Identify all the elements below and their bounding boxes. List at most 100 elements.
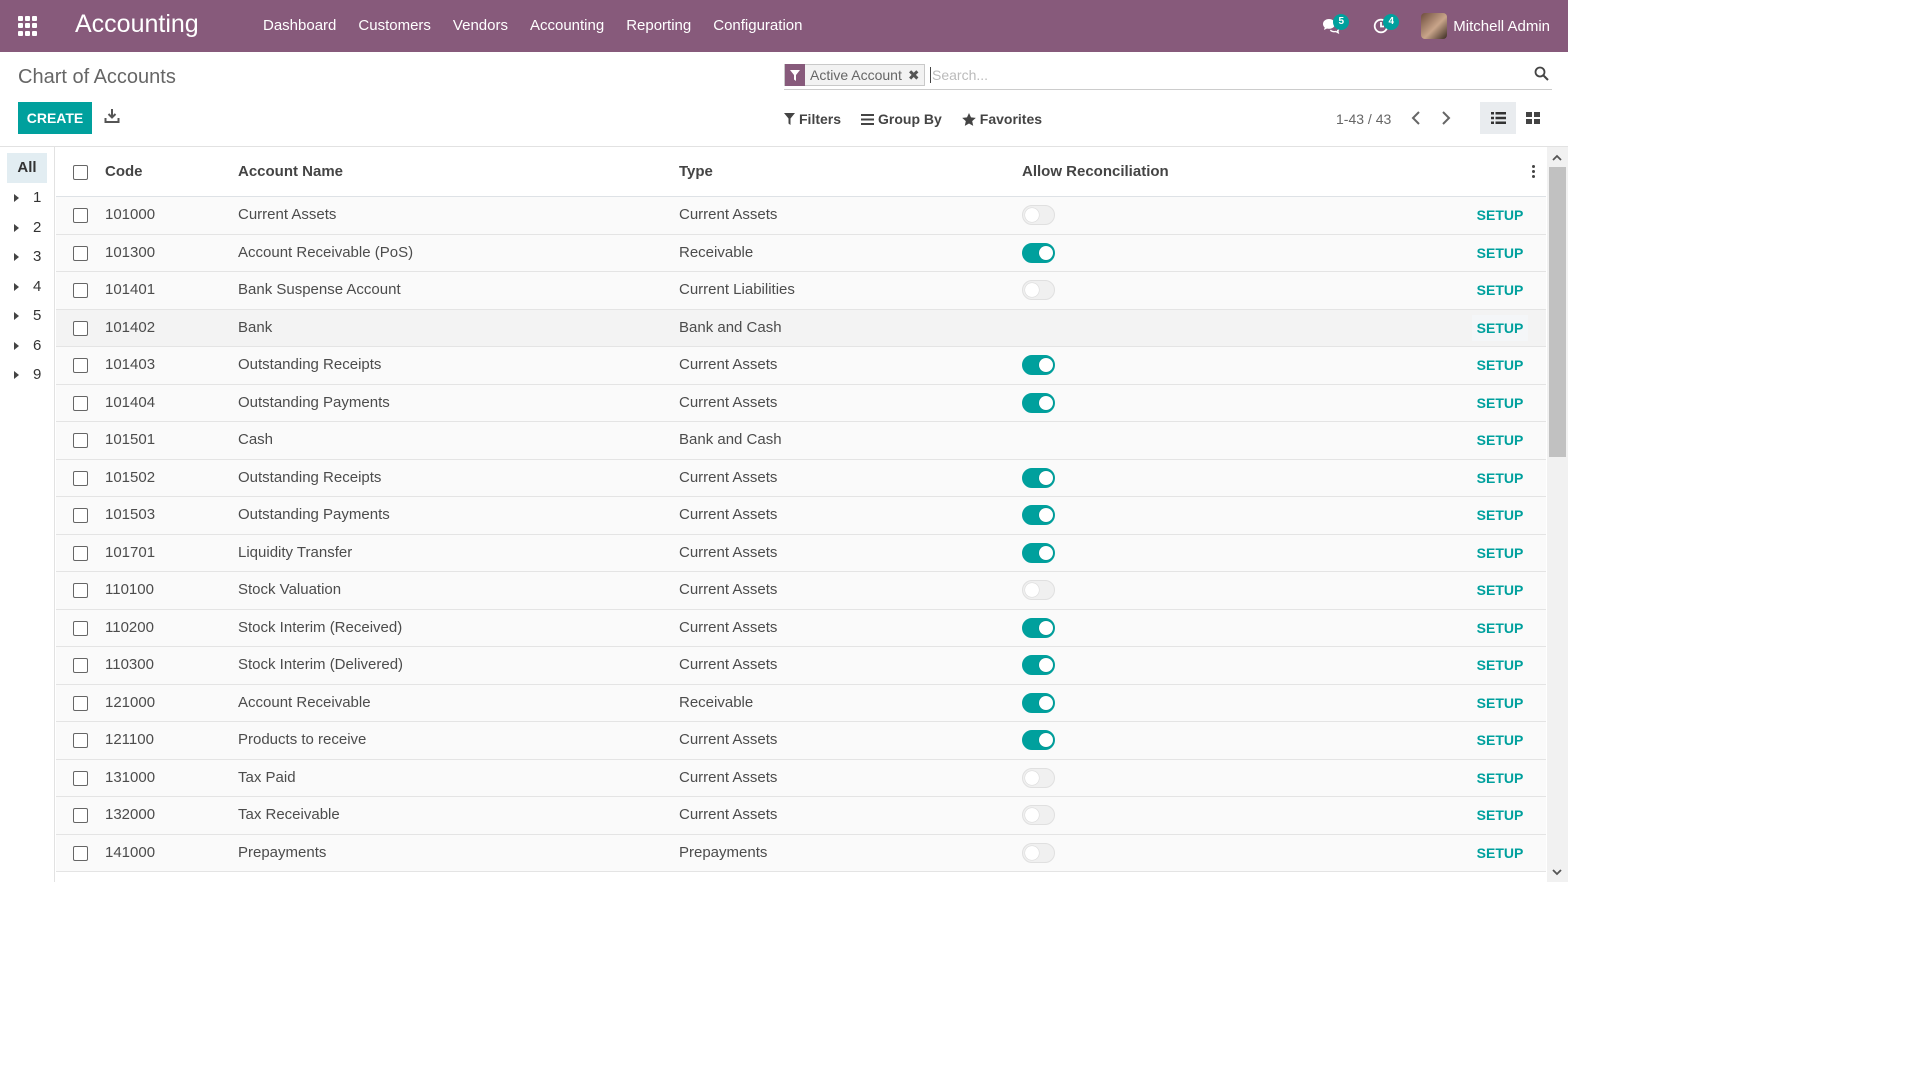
search-panel-group-9[interactable]: 9	[12, 365, 48, 385]
reconcile-toggle[interactable]	[1022, 692, 1055, 713]
table-row[interactable]: 101404 Outstanding Payments Current Assets…	[56, 384, 1546, 422]
table-row[interactable]: 101300 Account Receivable (PoS) Receivable…	[56, 234, 1546, 272]
menu-item-customers[interactable]: Customers	[358, 17, 431, 34]
reconcile-toggle[interactable]	[1022, 730, 1055, 750]
setup-button[interactable]: SETUP	[1476, 657, 1524, 673]
row-checkbox[interactable]	[73, 620, 88, 636]
reconcile-toggle[interactable]	[1022, 467, 1055, 488]
setup-button[interactable]: SETUP	[1476, 394, 1524, 411]
filters-dropdown[interactable]: Filters	[784, 108, 841, 130]
reconcile-toggle[interactable]	[1022, 505, 1055, 525]
table-row[interactable]: 132000 Tax Receivable Current Assets SETUP	[56, 797, 1546, 835]
search-panel-all[interactable]: All	[7, 153, 47, 183]
search-panel-group-1[interactable]: 1	[12, 188, 48, 208]
list-view-button[interactable]	[1480, 102, 1516, 134]
row-checkbox[interactable]	[73, 545, 88, 561]
table-row[interactable]: 101502 Outstanding Receipts Current Assets…	[56, 459, 1546, 497]
reconcile-toggle[interactable]	[1022, 767, 1055, 788]
scroll-down-icon[interactable]	[1551, 866, 1563, 878]
reconcile-toggle[interactable]	[1022, 805, 1055, 825]
table-row[interactable]: 110300 Stock Interim (Delivered) Current A…	[56, 647, 1546, 685]
setup-button[interactable]: SETUP	[1476, 432, 1524, 448]
search-icon[interactable]	[1534, 66, 1550, 82]
pager-next-button[interactable]	[1436, 108, 1456, 128]
search-panel-group-2[interactable]: 2	[12, 218, 48, 238]
pager-value[interactable]: 1-43 / 43	[1336, 111, 1392, 127]
header-code[interactable]: Code	[105, 163, 143, 180]
table-row[interactable]: 101402 Bank Bank and Cash SETUP	[56, 309, 1546, 347]
kanban-view-button[interactable]	[1516, 102, 1550, 134]
setup-button[interactable]: SETUP	[1476, 807, 1524, 823]
download-icon[interactable]	[104, 108, 122, 126]
row-checkbox[interactable]	[73, 395, 88, 411]
reconcile-toggle[interactable]	[1022, 842, 1055, 863]
row-checkbox[interactable]	[73, 770, 88, 786]
menu-item-reporting[interactable]: Reporting	[626, 17, 692, 34]
create-button[interactable]: CREATE	[18, 102, 92, 134]
table-row[interactable]: 101701 Liquidity Transfer Current Assets SE…	[56, 534, 1546, 572]
setup-button[interactable]: SETUP	[1476, 469, 1524, 486]
row-checkbox[interactable]	[73, 358, 88, 373]
setup-button[interactable]: SETUP	[1476, 507, 1524, 523]
search-input[interactable]	[932, 64, 1512, 86]
menu-item-dashboard[interactable]: Dashboard	[263, 17, 337, 34]
table-row[interactable]: 110100 Stock Valuation Current Assets SETUP	[56, 572, 1546, 610]
reconcile-toggle[interactable]	[1022, 392, 1055, 413]
setup-button[interactable]: SETUP	[1476, 244, 1524, 261]
search-panel-group-5[interactable]: 5	[12, 306, 48, 326]
setup-button[interactable]: SETUP	[1476, 769, 1524, 786]
header-account-name[interactable]: Account Name	[238, 163, 344, 180]
reconcile-toggle[interactable]	[1022, 242, 1055, 263]
table-row[interactable]: 101403 Outstanding Receipts Current Assets…	[56, 347, 1546, 385]
reconcile-toggle[interactable]	[1022, 542, 1055, 563]
header-allow-reconciliation[interactable]: Allow Reconciliation	[1022, 163, 1169, 180]
row-checkbox[interactable]	[73, 583, 88, 598]
setup-button[interactable]: SETUP	[1476, 732, 1524, 748]
table-row[interactable]: 121100 Products to receive Current Assets S…	[56, 722, 1546, 760]
setup-button[interactable]: SETUP	[1476, 282, 1524, 298]
reconcile-toggle[interactable]	[1022, 355, 1055, 375]
table-row[interactable]: 110200 Stock Interim (Received) Current As…	[56, 609, 1546, 647]
setup-button[interactable]: SETUP	[1476, 619, 1524, 636]
search-panel-group-6[interactable]: 6	[12, 336, 48, 356]
header-type[interactable]: Type	[679, 163, 713, 180]
setup-button[interactable]: SETUP	[1476, 207, 1524, 223]
setup-button[interactable]: SETUP	[1476, 544, 1524, 561]
table-row[interactable]: 121000 Account Receivable Receivable SETUP	[56, 684, 1546, 722]
apps-menu-icon[interactable]	[18, 16, 38, 36]
scrollbar[interactable]	[1547, 147, 1568, 882]
row-checkbox[interactable]	[73, 845, 88, 861]
messaging-button[interactable]: 5	[1311, 0, 1351, 52]
scroll-thumb[interactable]	[1549, 167, 1566, 457]
group-by-dropdown[interactable]: Group By	[861, 108, 942, 130]
favorites-dropdown[interactable]: Favorites	[961, 108, 1042, 130]
row-checkbox[interactable]	[73, 733, 88, 748]
table-row[interactable]: 101503 Outstanding Payments Current Assets…	[56, 497, 1546, 535]
reconcile-toggle[interactable]	[1022, 617, 1055, 638]
reconcile-toggle[interactable]	[1022, 205, 1055, 225]
table-row[interactable]: 101501 Cash Bank and Cash SETUP	[56, 422, 1546, 460]
scroll-up-icon[interactable]	[1551, 151, 1563, 163]
setup-button[interactable]: SETUP	[1476, 582, 1524, 598]
pager-previous-button[interactable]	[1406, 108, 1426, 128]
table-row[interactable]: 101000 Current Assets Current Assets SETUP	[56, 197, 1546, 235]
remove-facet-icon[interactable]: ✖	[907, 66, 920, 83]
app-brand[interactable]: Accounting	[75, 10, 199, 38]
setup-button[interactable]: SETUP	[1472, 314, 1528, 341]
menu-item-configuration[interactable]: Configuration	[713, 17, 803, 34]
activities-button[interactable]: 4	[1361, 0, 1401, 52]
row-checkbox[interactable]	[73, 433, 88, 448]
row-checkbox[interactable]	[73, 320, 88, 336]
table-row[interactable]: 101401 Bank Suspense Account Current Liabi…	[56, 272, 1546, 310]
select-all-checkbox[interactable]	[73, 165, 88, 180]
row-checkbox[interactable]	[73, 508, 88, 523]
user-menu[interactable]: Mitchell Admin	[1421, 13, 1550, 39]
optional-columns-icon[interactable]	[1532, 165, 1536, 179]
reconcile-toggle[interactable]	[1022, 280, 1055, 300]
table-row[interactable]: 131000 Tax Paid Current Assets SETUP	[56, 759, 1546, 797]
row-checkbox[interactable]	[73, 808, 88, 823]
row-checkbox[interactable]	[73, 470, 88, 486]
setup-button[interactable]: SETUP	[1476, 844, 1524, 861]
setup-button[interactable]: SETUP	[1476, 694, 1524, 711]
row-checkbox[interactable]	[73, 283, 88, 298]
